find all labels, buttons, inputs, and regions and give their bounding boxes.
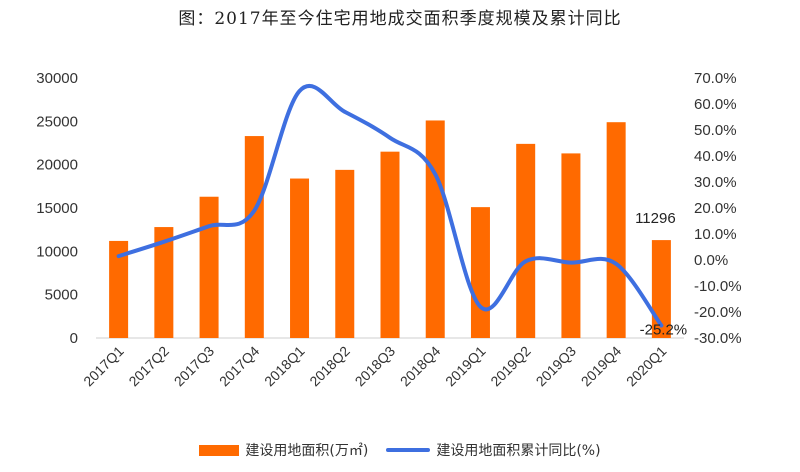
y-right-tick-label: 70.0% <box>694 70 737 87</box>
bar <box>561 153 581 338</box>
x-tick-label: 2020Q1 <box>623 343 670 390</box>
y-right-tick-label: 0.0% <box>694 252 728 269</box>
legend-swatch-bar <box>199 444 240 456</box>
bar-data-label: 11296 <box>635 210 676 227</box>
legend-item-line: 建设用地面积累计同比(%) <box>386 440 601 460</box>
x-tick-label: 2017Q2 <box>125 343 172 390</box>
x-tick-label: 2019Q3 <box>532 343 579 390</box>
y-left-tick-label: 30000 <box>36 70 78 87</box>
bar <box>470 207 490 338</box>
bar <box>199 196 219 338</box>
x-tick-label: 2019Q4 <box>578 343 625 390</box>
bar <box>516 143 536 338</box>
x-tick-label: 2017Q1 <box>80 343 127 390</box>
legend-item-bar: 建设用地面积(万㎡) <box>199 440 368 460</box>
y-left-tick-label: 15000 <box>36 200 78 217</box>
y-right-tick-label: 30.0% <box>694 174 737 191</box>
y-right-tick-label: 60.0% <box>694 96 737 113</box>
bar <box>290 178 310 338</box>
y-left-tick-label: 10000 <box>36 243 78 260</box>
x-tick-label: 2017Q4 <box>216 343 263 390</box>
legend-label-line: 建设用地面积累计同比(%) <box>436 443 601 459</box>
y-left-tick-label: 5000 <box>45 287 78 304</box>
bar <box>606 122 626 338</box>
y-left-tick-label: 20000 <box>36 157 78 174</box>
bar <box>425 120 445 338</box>
bar <box>651 240 671 338</box>
bar <box>335 169 355 338</box>
y-right-tick-label: -20.0% <box>694 304 742 321</box>
y-left-tick-label: 25000 <box>36 113 78 130</box>
bar <box>244 136 264 338</box>
y-right-tick-label: 20.0% <box>694 200 737 217</box>
y-right-tick-label: -30.0% <box>694 330 742 347</box>
bar <box>380 151 400 338</box>
chart-legend: 建设用地面积(万㎡) 建设用地面积累计同比(%) <box>0 437 800 463</box>
y-right-tick-label: 10.0% <box>694 226 737 243</box>
x-tick-label: 2017Q3 <box>171 343 218 390</box>
bar <box>154 227 174 338</box>
legend-label-bar: 建设用地面积(万㎡) <box>245 443 369 459</box>
x-tick-label: 2019Q1 <box>442 343 489 390</box>
y-left-tick-label: 0 <box>70 330 78 347</box>
line-data-label: -25.2% <box>640 322 688 339</box>
bar <box>109 240 129 338</box>
y-right-tick-label: 50.0% <box>694 122 737 139</box>
x-tick-label: 2018Q1 <box>261 343 308 390</box>
yoy-line <box>116 83 664 328</box>
x-tick-label: 2019Q2 <box>487 343 534 390</box>
y-right-tick-label: 40.0% <box>694 148 737 165</box>
x-tick-label: 2018Q2 <box>306 343 353 390</box>
x-tick-label: 2018Q4 <box>397 343 444 390</box>
y-right-tick-label: -10.0% <box>694 278 742 295</box>
chart-title: 图：2017年至今住宅用地成交面积季度规模及累计同比 <box>178 9 622 29</box>
legend-swatch-line <box>386 448 431 452</box>
x-tick-label: 2018Q3 <box>352 343 399 390</box>
